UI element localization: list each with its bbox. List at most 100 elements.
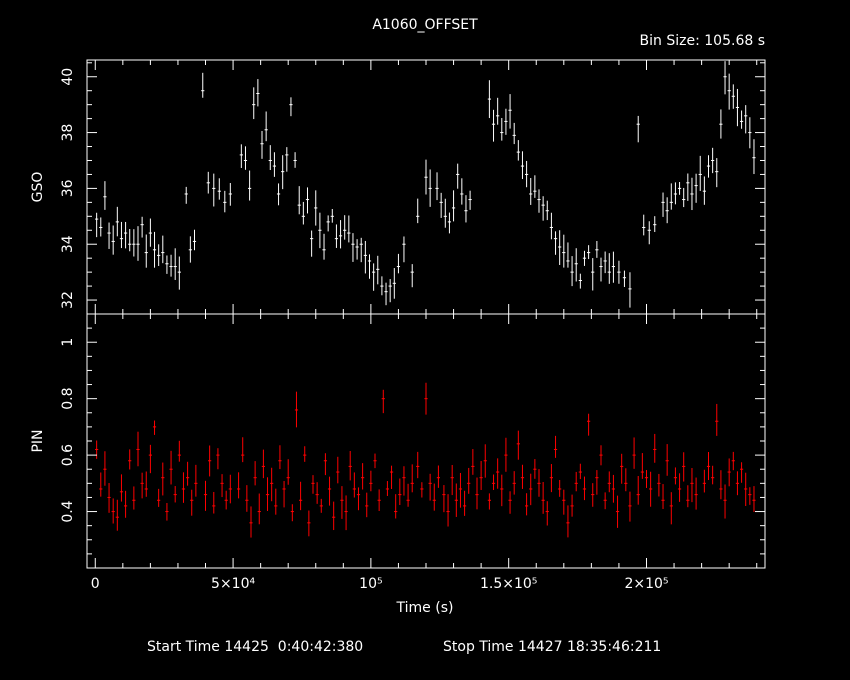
data-point xyxy=(723,61,727,95)
data-point xyxy=(578,463,582,480)
data-point xyxy=(731,84,735,109)
data-point xyxy=(307,510,311,537)
data-point xyxy=(344,495,348,531)
data-point xyxy=(173,248,177,280)
data-point xyxy=(537,189,541,213)
data-point xyxy=(562,489,566,515)
data-point xyxy=(402,236,406,263)
data-point xyxy=(735,88,740,127)
data-point xyxy=(177,256,181,290)
data-point xyxy=(450,465,454,496)
data-point xyxy=(516,140,520,161)
data-point xyxy=(310,230,314,257)
data-point xyxy=(140,472,144,499)
data-point xyxy=(347,215,351,243)
data-point xyxy=(281,155,285,190)
data-point xyxy=(439,192,443,218)
data-point xyxy=(432,483,436,511)
data-point xyxy=(338,220,343,249)
data-point xyxy=(169,450,173,485)
data-point xyxy=(642,214,646,236)
data-point xyxy=(487,80,491,119)
data-point xyxy=(735,471,740,496)
y-tick-label: 1 xyxy=(60,338,76,347)
data-point xyxy=(326,215,330,232)
data-point xyxy=(348,451,352,481)
data-point xyxy=(123,221,128,249)
data-point xyxy=(181,472,186,503)
data-point xyxy=(376,255,380,285)
data-point xyxy=(686,485,690,508)
data-point xyxy=(285,147,289,172)
data-point xyxy=(359,237,363,263)
data-point xyxy=(665,197,669,224)
data-point xyxy=(500,118,504,141)
data-point xyxy=(217,178,221,200)
data-point xyxy=(119,474,124,502)
data-point xyxy=(367,254,372,279)
data-point xyxy=(516,430,520,460)
y-tick-label: 38 xyxy=(60,124,76,142)
y-tick-label: 32 xyxy=(60,291,76,309)
data-point xyxy=(744,472,748,507)
data-point xyxy=(276,183,281,206)
data-point xyxy=(351,233,355,262)
data-point xyxy=(686,173,690,201)
data-point xyxy=(343,215,347,240)
data-point xyxy=(727,73,731,110)
data-point xyxy=(260,130,264,159)
data-point xyxy=(123,490,128,518)
data-point xyxy=(512,471,516,495)
y-tick-label: 40 xyxy=(60,68,76,86)
data-point xyxy=(436,465,441,488)
data-point xyxy=(647,221,651,245)
data-point xyxy=(194,464,198,497)
data-point xyxy=(468,190,472,210)
data-point xyxy=(261,449,265,479)
data-point xyxy=(152,231,157,268)
data-point xyxy=(661,484,665,509)
data-point xyxy=(103,451,107,486)
chart-title: A1060_OFFSET xyxy=(372,17,478,33)
data-point xyxy=(274,488,278,515)
data-point xyxy=(462,490,467,516)
data-point xyxy=(322,233,326,260)
data-point xyxy=(377,489,381,511)
x-tick-label: 10⁵ xyxy=(359,576,382,592)
start-time-label: Start Time 14425 0:40:42:380 xyxy=(147,639,363,655)
data-point xyxy=(582,476,587,501)
data-point xyxy=(653,216,657,233)
data-point xyxy=(99,217,103,237)
data-point xyxy=(223,190,227,213)
data-point xyxy=(599,257,603,282)
data-point xyxy=(144,471,148,497)
data-point xyxy=(611,251,616,283)
data-point xyxy=(293,152,297,168)
data-point xyxy=(203,480,208,511)
data-point xyxy=(739,462,744,483)
data-point xyxy=(702,176,706,205)
data-point xyxy=(533,175,537,198)
data-point xyxy=(220,474,224,498)
pin-plot-frame xyxy=(86,313,766,569)
data-point xyxy=(435,172,439,201)
data-point xyxy=(355,239,359,260)
y-tick-label: 0.8 xyxy=(60,388,76,410)
data-point xyxy=(372,263,376,291)
data-point xyxy=(611,474,616,503)
data-point xyxy=(245,485,249,512)
x-tick-label: 1.5×10⁵ xyxy=(480,576,537,592)
data-point xyxy=(607,471,611,493)
data-point xyxy=(336,456,340,484)
data-point xyxy=(624,468,628,492)
data-point xyxy=(99,472,103,497)
data-point xyxy=(388,279,392,303)
data-point xyxy=(447,212,452,234)
data-point xyxy=(268,145,272,171)
data-point xyxy=(95,212,99,238)
data-point xyxy=(428,473,432,501)
data-point xyxy=(297,186,301,215)
data-point xyxy=(524,493,529,516)
data-point xyxy=(690,177,694,211)
